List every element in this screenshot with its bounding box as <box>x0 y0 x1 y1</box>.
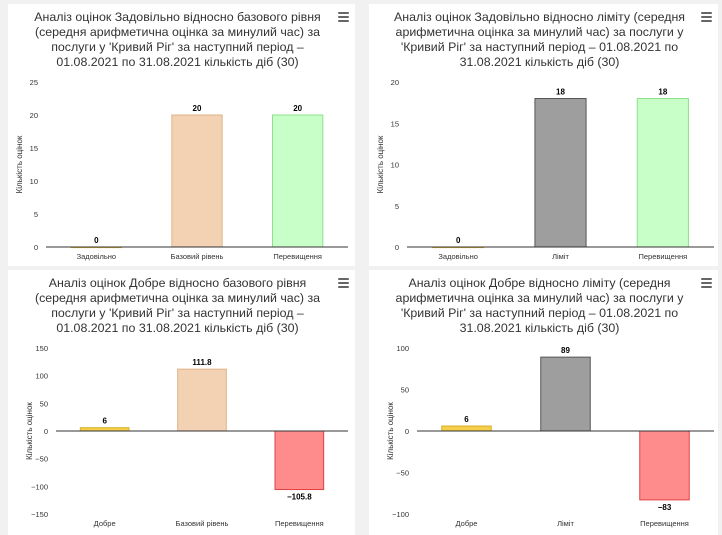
chart-panel-satisfactory-baseline: Аналіз оцінок Задовільно відносно базово… <box>8 4 355 266</box>
y-tick-label: 20 <box>30 111 38 120</box>
x-tick-label: Перевищення <box>275 519 324 528</box>
data-label: 20 <box>293 104 302 113</box>
y-tick-label: 10 <box>30 177 38 186</box>
data-label: 18 <box>556 88 565 97</box>
data-label: −105.8 <box>287 493 312 502</box>
chart-panel-satisfactory-limit: Аналіз оцінок Задовільно відносно ліміту… <box>369 4 718 266</box>
bar <box>171 114 223 248</box>
y-tick-label: 5 <box>34 210 38 219</box>
bar <box>636 98 689 248</box>
y-tick-label: 0 <box>34 243 38 252</box>
chart-panel-good-baseline: Аналіз оцінок Добре відносно базового рі… <box>8 270 355 535</box>
x-tick-label: Добре <box>456 519 478 528</box>
x-tick-label: Ліміт <box>557 519 574 528</box>
y-tick-label: −50 <box>396 469 409 478</box>
bar <box>274 430 325 491</box>
data-label: 6 <box>464 415 469 424</box>
bar-chart: 0 5 10 15 20 Кількість оцінок 0 Задовільно 18 Лім… <box>376 78 714 261</box>
hamburger-menu-icon[interactable] <box>338 278 349 288</box>
x-tick-label: Базовий рівень <box>171 252 224 261</box>
x-tick-label: Ліміт <box>552 252 569 261</box>
data-label: 6 <box>102 417 107 426</box>
x-tick-label: Перевищення <box>273 252 322 261</box>
bar <box>540 356 591 432</box>
chart-title: Аналіз оцінок Добре відносно базового рі… <box>34 276 321 335</box>
bar <box>177 368 227 432</box>
data-label: 20 <box>193 104 202 113</box>
y-tick-label: −100 <box>392 510 409 519</box>
y-tick-label: 50 <box>401 386 409 395</box>
bar <box>639 430 690 501</box>
chart-title: Аналіз оцінок Добре відносно ліміту (сер… <box>395 276 684 335</box>
y-tick-label: 100 <box>35 372 48 381</box>
y-tick-label: 0 <box>405 427 409 436</box>
y-tick-label: 0 <box>395 243 399 252</box>
y-tick-label: 25 <box>30 78 38 87</box>
x-tick-label: Базовий рівень <box>176 519 229 528</box>
x-tick-label: Перевищення <box>640 519 689 528</box>
hamburger-menu-icon[interactable] <box>701 12 712 22</box>
y-tick-label: 20 <box>391 78 399 87</box>
chart-title: Аналіз оцінок Задовільно відносно ліміту… <box>393 10 686 69</box>
y-axis-title: Кількість оцінок <box>386 402 395 460</box>
bar <box>441 425 492 432</box>
y-axis-title: Кількість оцінок <box>15 135 24 193</box>
y-tick-label: 5 <box>395 202 399 211</box>
x-tick-label: Перевищення <box>638 252 687 261</box>
x-tick-label: Задовільно <box>438 252 478 261</box>
y-tick-label: 0 <box>44 427 48 436</box>
data-label: 89 <box>561 346 570 355</box>
x-tick-label: Добре <box>94 519 116 528</box>
bar-chart: 0 5 10 15 20 25 Кількість оцінок 0 Задовільно 20 Б… <box>15 78 348 261</box>
y-tick-label: −150 <box>31 510 48 519</box>
hamburger-menu-icon[interactable] <box>701 278 712 288</box>
data-label: 0 <box>94 236 99 245</box>
chart-title: Аналіз оцінок Задовільно відносно базово… <box>34 10 321 69</box>
x-tick-label: Задовільно <box>77 252 117 261</box>
y-axis-title: Кількість оцінок <box>376 135 385 193</box>
y-tick-label: −50 <box>35 455 48 464</box>
hamburger-menu-icon[interactable] <box>338 12 349 22</box>
y-tick-label: 15 <box>30 144 38 153</box>
data-label: 18 <box>658 88 667 97</box>
data-label: 0 <box>456 236 461 245</box>
data-label: 111.8 <box>192 358 212 367</box>
y-tick-label: 100 <box>396 344 409 353</box>
y-tick-label: 10 <box>391 161 399 170</box>
bar <box>272 114 324 248</box>
y-tick-label: 15 <box>391 119 399 128</box>
y-tick-label: 50 <box>40 399 48 408</box>
data-label: −83 <box>658 503 672 512</box>
y-axis-title: Кількість оцінок <box>25 402 34 460</box>
bar-chart: −150 −100 −50 0 50 100 150 Кількість оцінок 6 Доб… <box>25 344 348 528</box>
y-tick-label: −100 <box>31 482 48 491</box>
y-tick-label: 150 <box>35 344 48 353</box>
bar-chart: −100 −50 0 50 100 Кількість оцінок 6 Добре 89 Лім… <box>386 344 714 528</box>
bar <box>534 98 587 248</box>
chart-panel-good-limit: Аналіз оцінок Добре відносно ліміту (сер… <box>369 270 718 535</box>
